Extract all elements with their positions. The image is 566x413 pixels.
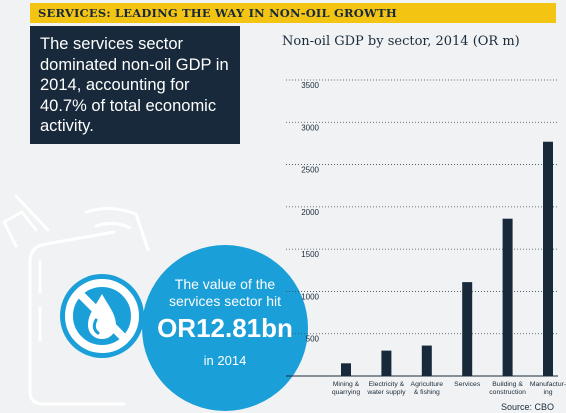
x-tick-label: Building & construction (489, 381, 526, 396)
y-tick-label: 3000 (301, 123, 319, 132)
x-tick-label: Mining & quarrying (332, 381, 361, 396)
bar (341, 363, 351, 376)
x-tick-label: Manufactur-ing (530, 381, 566, 396)
y-tick-label: 3500 (301, 81, 319, 90)
callout-circle (142, 245, 308, 411)
intro-text: The services sector dominated non-oil GD… (30, 26, 240, 144)
bar (421, 345, 432, 376)
x-tick-label: Agriculture & fishing (411, 381, 444, 396)
jerrycan-icon (2, 194, 150, 406)
banner-title: SERVICES: LEADING THE WAY IN NON-OIL GRO… (30, 3, 556, 23)
bar (543, 141, 553, 376)
chart-bars (341, 141, 553, 376)
bar (502, 218, 513, 376)
y-tick-label: 500 (306, 335, 320, 344)
y-tick-label: 2000 (301, 208, 319, 217)
source-note: Source: CBO (500, 402, 554, 412)
x-tick-label: Services (454, 381, 481, 388)
no-oil-drop-icon (60, 274, 144, 358)
y-tick-label: 2500 (301, 166, 319, 175)
chart-grid (286, 79, 558, 335)
bar (381, 350, 392, 376)
y-tick-label: 1000 (301, 292, 319, 301)
x-tick-label: Electricity & water supply (366, 381, 406, 396)
y-axis-ticks: 500 1000 1500 2000 2500 3000 3500 (301, 81, 319, 344)
chart-title: Non-oil GDP by sector, 2014 (OR m) (282, 34, 520, 49)
y-tick-label: 1500 (301, 250, 319, 259)
bar (462, 282, 473, 376)
x-axis-ticks: Mining & quarrying Electricity & water supp… (332, 381, 566, 396)
